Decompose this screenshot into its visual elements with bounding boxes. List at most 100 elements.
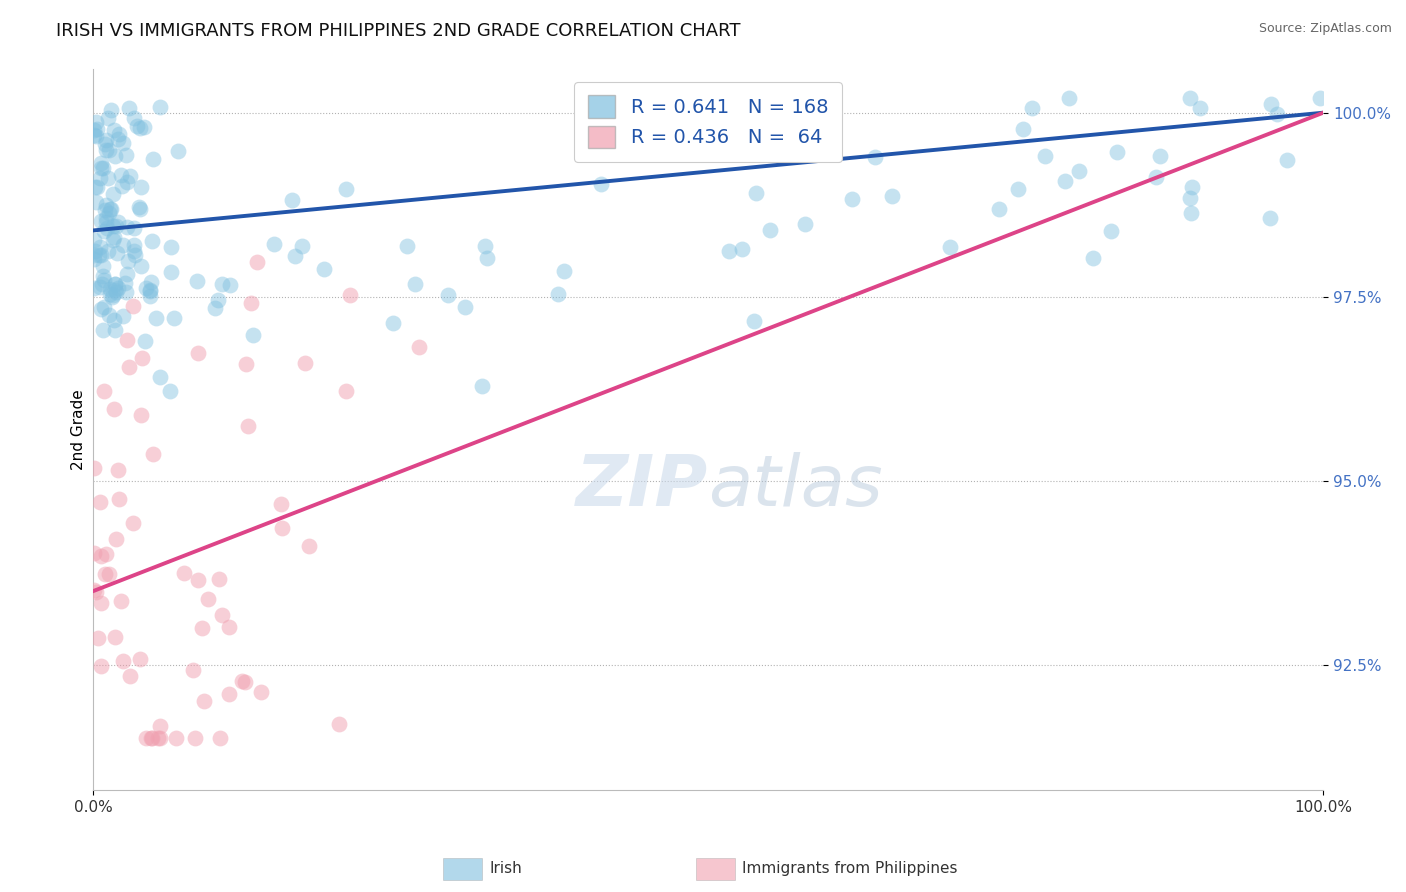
Point <box>1265 107 1288 121</box>
Point <box>111 136 134 150</box>
Point <box>117 219 139 234</box>
Point <box>94 214 117 228</box>
Point <box>104 149 127 163</box>
Point <box>122 111 145 125</box>
Point <box>105 245 128 260</box>
Point <box>103 233 125 247</box>
Point <box>148 731 170 746</box>
Point <box>114 276 136 290</box>
Point <box>90 659 112 673</box>
Point <box>1107 145 1129 159</box>
Point <box>475 251 498 265</box>
Point <box>93 223 115 237</box>
Point <box>86 180 108 194</box>
Point <box>454 301 477 315</box>
Point <box>294 356 316 370</box>
Point <box>1099 224 1122 238</box>
Point <box>89 495 111 509</box>
Point <box>218 687 240 701</box>
Point <box>98 202 121 216</box>
Point <box>97 308 120 322</box>
Point <box>90 155 112 169</box>
Point <box>97 567 120 582</box>
Point <box>115 175 138 189</box>
Point <box>96 144 118 158</box>
Point <box>97 170 120 185</box>
Point <box>98 144 121 158</box>
Point <box>437 287 460 301</box>
Point <box>89 280 111 294</box>
Point <box>197 592 219 607</box>
Point <box>335 182 357 196</box>
Point <box>758 223 780 237</box>
Point <box>404 277 426 291</box>
Point <box>98 282 121 296</box>
Point <box>547 286 569 301</box>
Point <box>91 277 114 292</box>
Point <box>110 593 132 607</box>
Point <box>1021 102 1043 116</box>
Point <box>149 99 172 113</box>
Point <box>103 123 125 137</box>
Point <box>134 334 156 348</box>
Point <box>742 313 765 327</box>
Point <box>101 290 124 304</box>
Point <box>718 244 741 259</box>
Point <box>93 300 115 314</box>
Point <box>160 265 183 279</box>
Point <box>1149 149 1171 163</box>
Point <box>107 127 129 141</box>
Point <box>117 253 139 268</box>
Text: IRISH VS IMMIGRANTS FROM PHILIPPINES 2ND GRADE CORRELATION CHART: IRISH VS IMMIGRANTS FROM PHILIPPINES 2ND… <box>56 22 741 40</box>
Point <box>93 273 115 287</box>
Point <box>115 333 138 347</box>
Point <box>181 663 204 677</box>
Point <box>103 187 125 202</box>
Point <box>246 255 269 269</box>
Point <box>122 299 145 313</box>
Point <box>100 202 122 216</box>
Point <box>129 180 152 194</box>
Point <box>218 619 240 633</box>
Point <box>250 685 273 699</box>
Point <box>104 277 127 292</box>
Point <box>104 630 127 644</box>
Point <box>93 567 115 582</box>
Point <box>122 238 145 252</box>
Point <box>165 731 187 746</box>
Point <box>589 177 612 191</box>
Point <box>129 408 152 422</box>
Point <box>328 716 350 731</box>
Point <box>159 384 181 399</box>
Point <box>1189 102 1212 116</box>
Point <box>118 360 141 375</box>
Point <box>291 239 314 253</box>
Point <box>1178 91 1201 105</box>
Point <box>149 719 172 733</box>
Point <box>94 211 117 226</box>
Point <box>122 220 145 235</box>
Point <box>84 115 107 129</box>
Point <box>101 288 124 302</box>
Point <box>84 129 107 144</box>
Point <box>83 128 105 142</box>
Text: Irish: Irish <box>489 862 522 876</box>
Point <box>103 229 125 244</box>
Point <box>149 370 172 384</box>
Point <box>90 214 112 228</box>
Point <box>91 161 114 175</box>
Point <box>271 521 294 535</box>
Point <box>139 289 162 303</box>
Point <box>745 186 768 200</box>
Point <box>880 189 903 203</box>
Point <box>471 379 494 393</box>
Point <box>163 311 186 326</box>
Point <box>101 219 124 233</box>
Point <box>863 150 886 164</box>
Point <box>339 287 361 301</box>
Point <box>104 219 127 233</box>
Point <box>184 731 207 746</box>
Point <box>128 120 150 135</box>
Point <box>139 275 162 289</box>
Point <box>1054 174 1077 188</box>
